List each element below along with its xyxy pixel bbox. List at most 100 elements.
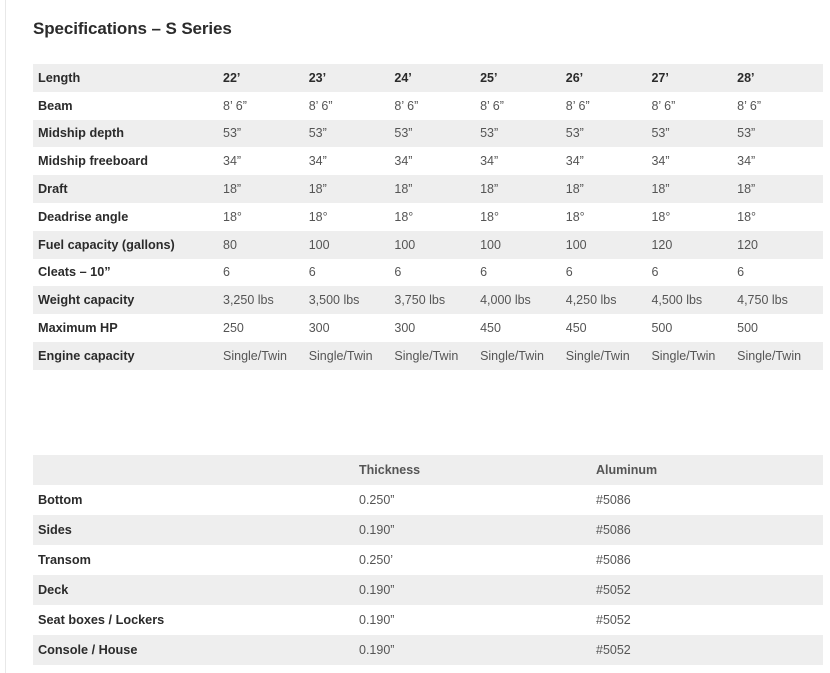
- table-row: Maximum HP 250 300 300 450 450 500 500: [33, 314, 823, 342]
- cell-value: 3,750 lbs: [394, 286, 481, 315]
- row-label: Draft: [33, 175, 223, 203]
- cell-aluminum: #5052: [595, 635, 823, 665]
- cell-value: 8’ 6”: [565, 91, 652, 120]
- cell-value: 3,500 lbs: [308, 286, 395, 315]
- cell-value: 34”: [737, 147, 823, 176]
- cell-value: 53”: [737, 119, 823, 148]
- cell-value: 300: [308, 314, 395, 342]
- cell-value: 4,250 lbs: [565, 286, 652, 315]
- row-label: Weight capacity: [33, 286, 223, 315]
- table-row: Midship depth 53” 53” 53” 53” 53” 53” 53…: [33, 119, 823, 148]
- cell-value: 18”: [565, 175, 652, 203]
- cell-value: 500: [651, 314, 738, 342]
- cell-value: 8’ 6”: [223, 91, 309, 120]
- spec-header-length: Length: [33, 64, 223, 92]
- cell-value: 6: [223, 258, 309, 287]
- cell-thickness: 0.190”: [358, 515, 595, 545]
- cell-value: 250: [223, 314, 309, 342]
- row-label: Engine capacity: [33, 341, 223, 370]
- row-label: Midship freeboard: [33, 147, 223, 176]
- cell-value: Single/Twin: [480, 341, 566, 370]
- cell-value: 18”: [308, 175, 395, 203]
- table-row: Transom 0.250’ #5086: [33, 545, 823, 575]
- cell-aluminum: #5086: [595, 545, 823, 575]
- cell-value: 18°: [394, 202, 481, 231]
- cell-value: 450: [565, 314, 652, 342]
- cell-value: 100: [480, 230, 566, 259]
- table-row: Seat boxes / Lockers 0.190” #5052: [33, 605, 823, 635]
- row-label: Console / House: [33, 635, 358, 665]
- cell-thickness: 0.190”: [358, 575, 595, 605]
- spec-column-header-26: 26’: [565, 64, 652, 92]
- cell-value: 80: [223, 230, 309, 259]
- row-label: Cleats – 10”: [33, 258, 223, 287]
- material-table-body: Bottom 0.250” #5086 Sides 0.190” #5086 T…: [33, 485, 823, 665]
- row-label: Bottom: [33, 485, 358, 515]
- row-label: Sides: [33, 515, 358, 545]
- cell-value: 34”: [651, 147, 738, 176]
- table-row: Deadrise angle 18° 18° 18° 18° 18° 18° 1…: [33, 202, 823, 231]
- spec-table-body: Beam 8’ 6” 8’ 6” 8’ 6” 8’ 6” 8’ 6” 8’ 6”…: [33, 91, 823, 370]
- cell-value: Single/Twin: [394, 341, 481, 370]
- spec-table-header: Length 22’ 23’ 24’ 25’ 26’ 27’ 28’: [33, 64, 823, 92]
- cell-value: 120: [737, 230, 823, 259]
- spec-column-header-27: 27’: [651, 64, 738, 92]
- cell-thickness: 0.250’: [358, 545, 595, 575]
- cell-value: 3,250 lbs: [223, 286, 309, 315]
- spec-column-header-25: 25’: [480, 64, 566, 92]
- cell-value: 8’ 6”: [308, 91, 395, 120]
- cell-value: 100: [565, 230, 652, 259]
- cell-thickness: 0.250”: [358, 485, 595, 515]
- material-header-blank: [33, 455, 358, 485]
- cell-value: Single/Twin: [565, 341, 652, 370]
- cell-value: 18”: [651, 175, 738, 203]
- table-row: Cleats – 10” 6 6 6 6 6 6 6: [33, 258, 823, 287]
- cell-value: 18”: [737, 175, 823, 203]
- table-row: Sides 0.190” #5086: [33, 515, 823, 545]
- cell-value: 6: [651, 258, 738, 287]
- row-label: Deadrise angle: [33, 202, 223, 231]
- cell-value: 8’ 6”: [651, 91, 738, 120]
- cell-aluminum: #5052: [595, 605, 823, 635]
- cell-value: 120: [651, 230, 738, 259]
- table-row: Engine capacity Single/Twin Single/Twin …: [33, 341, 823, 370]
- cell-value: 6: [394, 258, 481, 287]
- cell-thickness: 0.190”: [358, 605, 595, 635]
- cell-value: 53”: [394, 119, 481, 148]
- cell-value: Single/Twin: [737, 341, 823, 370]
- cell-value: 4,500 lbs: [651, 286, 738, 315]
- material-header-aluminum: Aluminum: [595, 455, 823, 485]
- row-label: Deck: [33, 575, 358, 605]
- row-label: Transom: [33, 545, 358, 575]
- table-header-row: Length 22’ 23’ 24’ 25’ 26’ 27’ 28’: [33, 64, 823, 92]
- row-label: Maximum HP: [33, 314, 223, 342]
- table-row: Beam 8’ 6” 8’ 6” 8’ 6” 8’ 6” 8’ 6” 8’ 6”…: [33, 91, 823, 120]
- cell-value: Single/Twin: [651, 341, 738, 370]
- table-header-row: Thickness Aluminum: [33, 455, 823, 485]
- table-row: Draft 18” 18” 18” 18” 18” 18” 18”: [33, 175, 823, 203]
- cell-thickness: 0.190”: [358, 635, 595, 665]
- cell-value: 18”: [394, 175, 481, 203]
- cell-value: 6: [565, 258, 652, 287]
- cell-value: 18°: [223, 202, 309, 231]
- cell-value: 53”: [565, 119, 652, 148]
- cell-value: 300: [394, 314, 481, 342]
- cell-value: Single/Twin: [223, 341, 309, 370]
- cell-value: 6: [480, 258, 566, 287]
- material-table-header: Thickness Aluminum: [33, 455, 823, 485]
- table-row: Console / House 0.190” #5052: [33, 635, 823, 665]
- cell-aluminum: #5052: [595, 575, 823, 605]
- row-label: Beam: [33, 91, 223, 120]
- cell-value: 6: [737, 258, 823, 287]
- cell-value: 34”: [223, 147, 309, 176]
- table-row: Weight capacity 3,250 lbs 3,500 lbs 3,75…: [33, 286, 823, 315]
- cell-value: 34”: [394, 147, 481, 176]
- spec-table-materials: Thickness Aluminum Bottom 0.250” #5086 S…: [33, 455, 823, 665]
- row-label: Seat boxes / Lockers: [33, 605, 358, 635]
- page-title: Specifications – S Series: [33, 19, 232, 39]
- cell-value: 18°: [737, 202, 823, 231]
- cell-value: 4,750 lbs: [737, 286, 823, 315]
- cell-value: 34”: [480, 147, 566, 176]
- table-row: Bottom 0.250” #5086: [33, 485, 823, 515]
